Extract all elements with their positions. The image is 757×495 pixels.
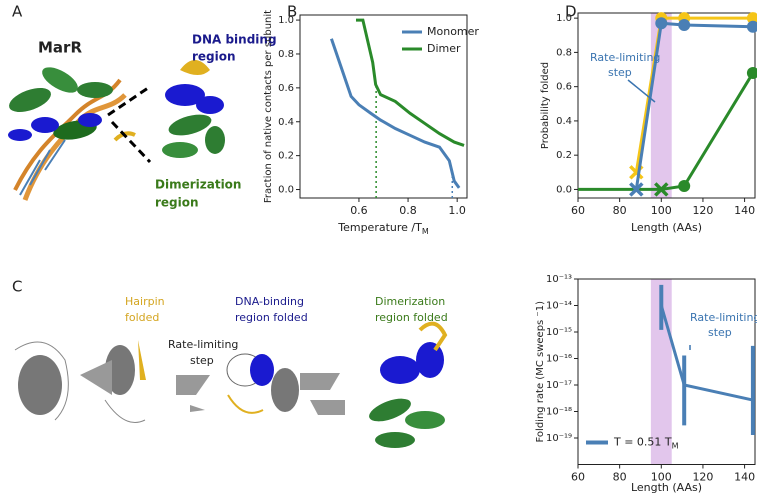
step-label: DNA-binding bbox=[235, 295, 304, 308]
y-tick-label: 0.4 bbox=[556, 116, 572, 127]
x-tick-label: 80 bbox=[613, 204, 627, 217]
plot-frame bbox=[299, 14, 468, 199]
legend-label: Dimer bbox=[427, 42, 461, 55]
region-label: region bbox=[192, 50, 236, 64]
shaded-region bbox=[650, 13, 672, 198]
series-line bbox=[355, 18, 465, 147]
panel-label: D bbox=[565, 3, 577, 21]
x-axis-label: Temperature /TM bbox=[337, 221, 429, 236]
data-point bbox=[678, 180, 691, 193]
y-tick-label: 0.0 bbox=[556, 184, 572, 195]
chart: 60 80 100 120 140 0.0 0.2 0.4 0.6 0.8 1.0 Length (A… bbox=[540, 12, 757, 234]
plot-frame bbox=[577, 12, 756, 199]
marr-complex-art bbox=[8, 60, 225, 201]
x-axis-label: Length (AAs) bbox=[631, 481, 702, 494]
x-axis-label-sub: M bbox=[422, 227, 429, 236]
annotation: Rate-limiting bbox=[690, 311, 757, 324]
legend-label: T = 0.51 TM bbox=[613, 436, 679, 451]
region-label: Dimerization bbox=[155, 178, 241, 192]
chart: 60 80 100 120 140 10⁻¹⁹ 10⁻¹⁸ 10⁻¹⁷ 10⁻¹⁶ 10⁻¹⁵ 10… bbox=[535, 274, 757, 494]
series-line bbox=[634, 21, 753, 190]
x-tick-label: 100 bbox=[651, 471, 672, 484]
x-tick-label: 120 bbox=[692, 204, 713, 217]
chart: 0.6 0.8 1.0 0.0 0.2 0.4 0.6 0.8 1.0 Temperature /… bbox=[263, 10, 479, 236]
y-tick-label: 1.0 bbox=[278, 15, 294, 26]
y-tick-label: 10⁻¹⁶ bbox=[546, 354, 572, 365]
x-tick-label: 140 bbox=[734, 204, 755, 217]
x-axis-label: Length (AAs) bbox=[631, 221, 702, 234]
y-tick-label: 0.4 bbox=[278, 117, 294, 128]
x-tick-label: 60 bbox=[571, 471, 585, 484]
y-tick-label: 10⁻¹³ bbox=[546, 274, 572, 285]
y-tick-label: 0.8 bbox=[278, 49, 294, 60]
x-tick-label: 0.6 bbox=[350, 204, 368, 217]
plot-frame bbox=[577, 278, 756, 465]
data-point bbox=[678, 18, 691, 31]
y-tick-label: 0.8 bbox=[556, 47, 572, 58]
step-label: Hairpin bbox=[125, 295, 165, 308]
step-label: folded bbox=[125, 311, 159, 324]
series-line bbox=[330, 38, 461, 189]
region-label: DNA binding bbox=[192, 33, 277, 47]
step-label: Dimerization bbox=[375, 295, 445, 308]
y-tick-label: 10⁻¹⁸ bbox=[546, 407, 572, 418]
step-label: region folded bbox=[235, 311, 308, 324]
y-tick-label: 0.6 bbox=[278, 83, 294, 94]
step-label: step bbox=[190, 354, 214, 367]
annotation: Rate-limiting bbox=[590, 51, 660, 64]
x-axis-label-text: Temperature /T bbox=[337, 221, 422, 234]
region-label: region bbox=[155, 196, 199, 210]
data-point bbox=[746, 66, 757, 79]
step-label: region folded bbox=[375, 311, 448, 324]
data-point bbox=[655, 17, 668, 30]
annotation: step bbox=[608, 66, 632, 79]
folding-pathway-art bbox=[14, 321, 448, 448]
y-axis-label: Folding rate (MC sweeps ⁻1) bbox=[535, 301, 546, 443]
x-tick-label: 140 bbox=[734, 471, 755, 484]
series-line bbox=[634, 16, 753, 173]
annotation-arrow bbox=[627, 79, 656, 103]
y-tick-label: 0.0 bbox=[278, 185, 294, 196]
panel-label: A bbox=[12, 3, 23, 21]
x-tick-label: 0.8 bbox=[399, 204, 417, 217]
y-tick-label: 10⁻¹⁴ bbox=[546, 301, 572, 312]
x-tick-label: 1.0 bbox=[448, 204, 466, 217]
data-point bbox=[746, 20, 757, 33]
x-tick-label: 80 bbox=[613, 471, 627, 484]
y-tick-label: 10⁻¹⁷ bbox=[546, 380, 572, 391]
protein-name: MarR bbox=[38, 39, 82, 57]
y-tick-label: 0.2 bbox=[278, 151, 294, 162]
legend-label: Monomer bbox=[427, 25, 479, 38]
x-axis-label-text: Length (AAs) bbox=[631, 221, 702, 234]
y-tick-label: 0.6 bbox=[556, 82, 572, 93]
legend-label-text: T = 0.51 T bbox=[613, 436, 672, 449]
x-tick-label: 60 bbox=[571, 204, 585, 217]
y-axis-label: Fraction of native contacts per subunit bbox=[263, 10, 274, 203]
y-axis-label: Probability folded bbox=[540, 62, 551, 149]
annotation: step bbox=[708, 326, 732, 339]
y-tick-label: 10⁻¹⁵ bbox=[546, 327, 572, 338]
data-point bbox=[654, 182, 669, 197]
x-tick-label: 100 bbox=[651, 204, 672, 217]
panel-label: B bbox=[287, 3, 297, 21]
legend-label-sub: M bbox=[672, 441, 679, 450]
step-label: Rate-limiting bbox=[168, 338, 238, 351]
x-axis-label-text: Length (AAs) bbox=[631, 481, 702, 494]
y-tick-label: 0.2 bbox=[556, 150, 572, 161]
y-tick-label: 10⁻¹⁹ bbox=[546, 433, 572, 444]
y-tick-label: 1.0 bbox=[556, 13, 572, 24]
panel-label: C bbox=[12, 278, 22, 296]
data-point bbox=[629, 182, 644, 197]
x-tick-label: 120 bbox=[692, 471, 713, 484]
